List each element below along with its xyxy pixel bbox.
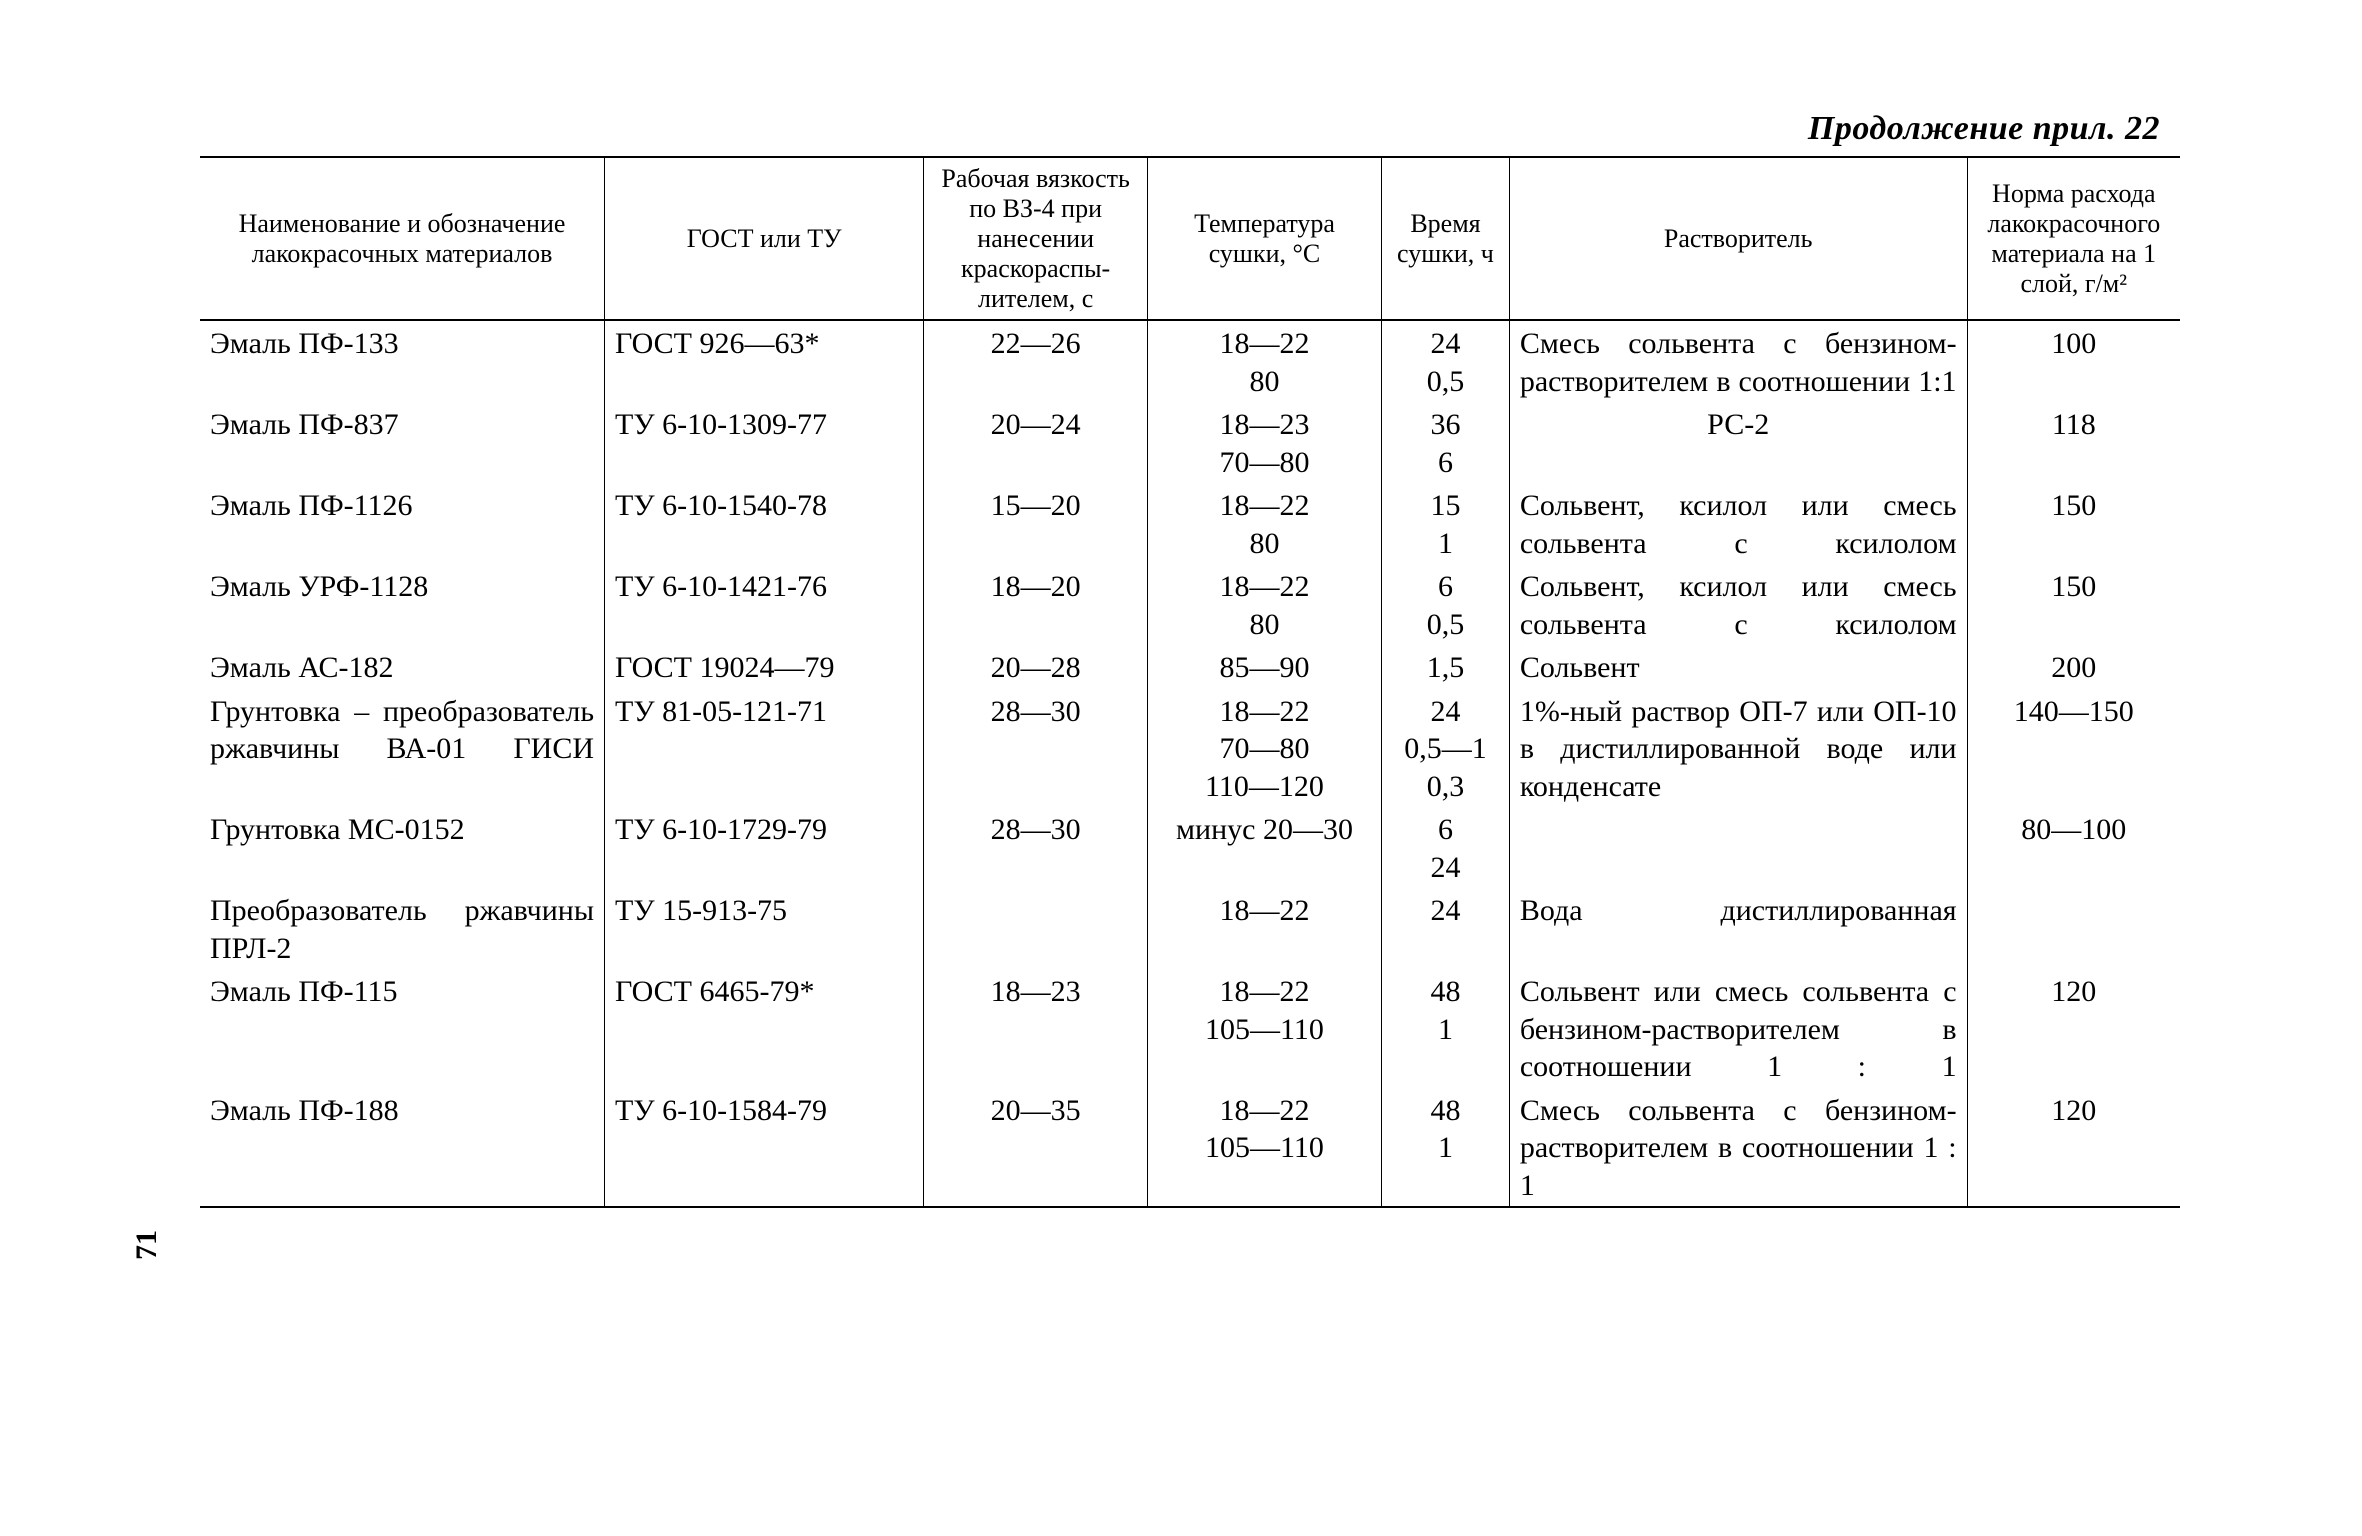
cell-norm: 80—100 xyxy=(1967,807,2180,888)
table-row: Эмаль ПФ-188ТУ 6-10-1584-7920—3518—22 10… xyxy=(200,1088,2180,1208)
cell-norm: 150 xyxy=(1967,483,2180,564)
cell-norm: 150 xyxy=(1967,564,2180,645)
cell-name: Грунтовка – преобразова­тель ржавчины ВА… xyxy=(200,689,605,808)
col-gost: ГОСТ или ТУ xyxy=(605,157,924,320)
cell-solvent: 1%-ный раствор ОП-7 или ОП-10 в дистилли… xyxy=(1509,689,1967,808)
page-number: 71 xyxy=(130,1230,164,1260)
cell-temp: 18—22 80 xyxy=(1147,483,1381,564)
table-row: Эмаль ПФ-133ГОСТ 926—63*22—2618—22 8024 … xyxy=(200,320,2180,402)
table-row: Грунтовка – преобразова­тель ржавчины ВА… xyxy=(200,689,2180,808)
page-content: Продолжение прил. 22 Наименование и обоз… xyxy=(200,110,2180,1208)
col-norm: Норма расхо­да лакокра­сочного мате­риал… xyxy=(1967,157,2180,320)
cell-solvent: Сольвент, ксилол или смесь сольвента с к… xyxy=(1509,564,1967,645)
cell-gost: ТУ 6-10-1421-76 xyxy=(605,564,924,645)
cell-name: Эмаль УРФ-1128 xyxy=(200,564,605,645)
table-row: Эмаль АС-182ГОСТ 19024—7920—2885—901,5Со… xyxy=(200,645,2180,689)
cell-visc: 28—30 xyxy=(924,807,1148,888)
cell-solvent: Сольвент xyxy=(1509,645,1967,689)
cell-temp: 18—22 xyxy=(1147,888,1381,969)
cell-name: Эмаль ПФ-133 xyxy=(200,320,605,402)
cell-solvent: Смесь сольвента с бен­зином-растворителе… xyxy=(1509,1088,1967,1208)
cell-gost: ТУ 81-05-121-71 xyxy=(605,689,924,808)
table-body: Эмаль ПФ-133ГОСТ 926—63*22—2618—22 8024 … xyxy=(200,320,2180,1207)
cell-solvent: Сольвент, ксилол или смесь сольвента с к… xyxy=(1509,483,1967,564)
cell-gost: ТУ 15-913-75 xyxy=(605,888,924,969)
cell-gost: ТУ 6-10-1540-78 xyxy=(605,483,924,564)
cell-time: 24 0,5—1 0,3 xyxy=(1382,689,1510,808)
materials-table: Наименование и обозначение лакокрасочных… xyxy=(200,156,2180,1208)
cell-visc xyxy=(924,888,1148,969)
cell-solvent: Вода дистиллированная xyxy=(1509,888,1967,969)
cell-name: Преобразователь ржав­чины ПРЛ-2 xyxy=(200,888,605,969)
table-row: Эмаль УРФ-1128ТУ 6-10-1421-7618—2018—22 … xyxy=(200,564,2180,645)
cell-time: 24 0,5 xyxy=(1382,320,1510,402)
cell-norm xyxy=(1967,888,2180,969)
cell-gost: ГОСТ 6465-79* xyxy=(605,969,924,1088)
cell-temp: 18—22 105—110 xyxy=(1147,969,1381,1088)
cell-norm: 140—150 xyxy=(1967,689,2180,808)
cell-gost: ТУ 6-10-1584-79 xyxy=(605,1088,924,1208)
table-row: Эмаль ПФ-837ТУ 6-10-1309-7720—2418—23 70… xyxy=(200,402,2180,483)
cell-visc: 20—24 xyxy=(924,402,1148,483)
cell-visc: 18—20 xyxy=(924,564,1148,645)
cell-name: Эмаль ПФ-115 xyxy=(200,969,605,1088)
cell-norm: 120 xyxy=(1967,1088,2180,1208)
col-name: Наименование и обозначение лакокрасочных… xyxy=(200,157,605,320)
cell-norm: 200 xyxy=(1967,645,2180,689)
cell-name: Эмаль ПФ-188 xyxy=(200,1088,605,1208)
cell-name: Эмаль ПФ-1126 xyxy=(200,483,605,564)
cell-time: 48 1 xyxy=(1382,969,1510,1088)
cell-norm: 120 xyxy=(1967,969,2180,1088)
cell-visc: 20—28 xyxy=(924,645,1148,689)
cell-name: Эмаль АС-182 xyxy=(200,645,605,689)
cell-temp: 18—22 105—110 xyxy=(1147,1088,1381,1208)
cell-gost: ТУ 6-10-1309-77 xyxy=(605,402,924,483)
table-head: Наименование и обозначение лакокрасочных… xyxy=(200,157,2180,320)
cell-solvent: РС-2 xyxy=(1509,402,1967,483)
col-visc: Рабочая вяз­кость по ВЗ-4 при нанесении … xyxy=(924,157,1148,320)
cell-solvent: Сольвент или смесь сольвента с бензином-… xyxy=(1509,969,1967,1088)
cell-time: 6 0,5 xyxy=(1382,564,1510,645)
table-row: Эмаль ПФ-115ГОСТ 6465-79*18—2318—22 105—… xyxy=(200,969,2180,1088)
table-row: Эмаль ПФ-1126ТУ 6-10-1540-7815—2018—22 8… xyxy=(200,483,2180,564)
table-header-row: Наименование и обозначение лакокрасочных… xyxy=(200,157,2180,320)
cell-solvent: Смесь сольвента с бен­зином-растворителе… xyxy=(1509,320,1967,402)
cell-name: Эмаль ПФ-837 xyxy=(200,402,605,483)
table-row: Преобразователь ржав­чины ПРЛ-2ТУ 15-913… xyxy=(200,888,2180,969)
table-row: Грунтовка МС-0152ТУ 6-10-1729-7928—30мин… xyxy=(200,807,2180,888)
cell-time: 48 1 xyxy=(1382,1088,1510,1208)
cell-gost: ТУ 6-10-1729-79 xyxy=(605,807,924,888)
cell-visc: 20—35 xyxy=(924,1088,1148,1208)
cell-temp: минус 20—30 xyxy=(1147,807,1381,888)
cell-time: 6 24 xyxy=(1382,807,1510,888)
cell-temp: 18—22 80 xyxy=(1147,564,1381,645)
cell-time: 24 xyxy=(1382,888,1510,969)
cell-visc: 15—20 xyxy=(924,483,1148,564)
cell-norm: 100 xyxy=(1967,320,2180,402)
cell-temp: 85—90 xyxy=(1147,645,1381,689)
col-temp: Температура сушки, °С xyxy=(1147,157,1381,320)
cell-temp: 18—22 70—80 110—120 xyxy=(1147,689,1381,808)
cell-gost: ГОСТ 926—63* xyxy=(605,320,924,402)
cell-visc: 18—23 xyxy=(924,969,1148,1088)
cell-name: Грунтовка МС-0152 xyxy=(200,807,605,888)
cell-time: 15 1 xyxy=(1382,483,1510,564)
cell-solvent xyxy=(1509,807,1967,888)
cell-visc: 22—26 xyxy=(924,320,1148,402)
cell-time: 36 6 xyxy=(1382,402,1510,483)
cell-visc: 28—30 xyxy=(924,689,1148,808)
col-solvent: Растворитель xyxy=(1509,157,1967,320)
col-time: Время сушки, ч xyxy=(1382,157,1510,320)
cell-temp: 18—22 80 xyxy=(1147,320,1381,402)
table-caption: Продолжение прил. 22 xyxy=(200,110,2160,148)
cell-gost: ГОСТ 19024—79 xyxy=(605,645,924,689)
cell-temp: 18—23 70—80 xyxy=(1147,402,1381,483)
cell-time: 1,5 xyxy=(1382,645,1510,689)
cell-norm: 118 xyxy=(1967,402,2180,483)
